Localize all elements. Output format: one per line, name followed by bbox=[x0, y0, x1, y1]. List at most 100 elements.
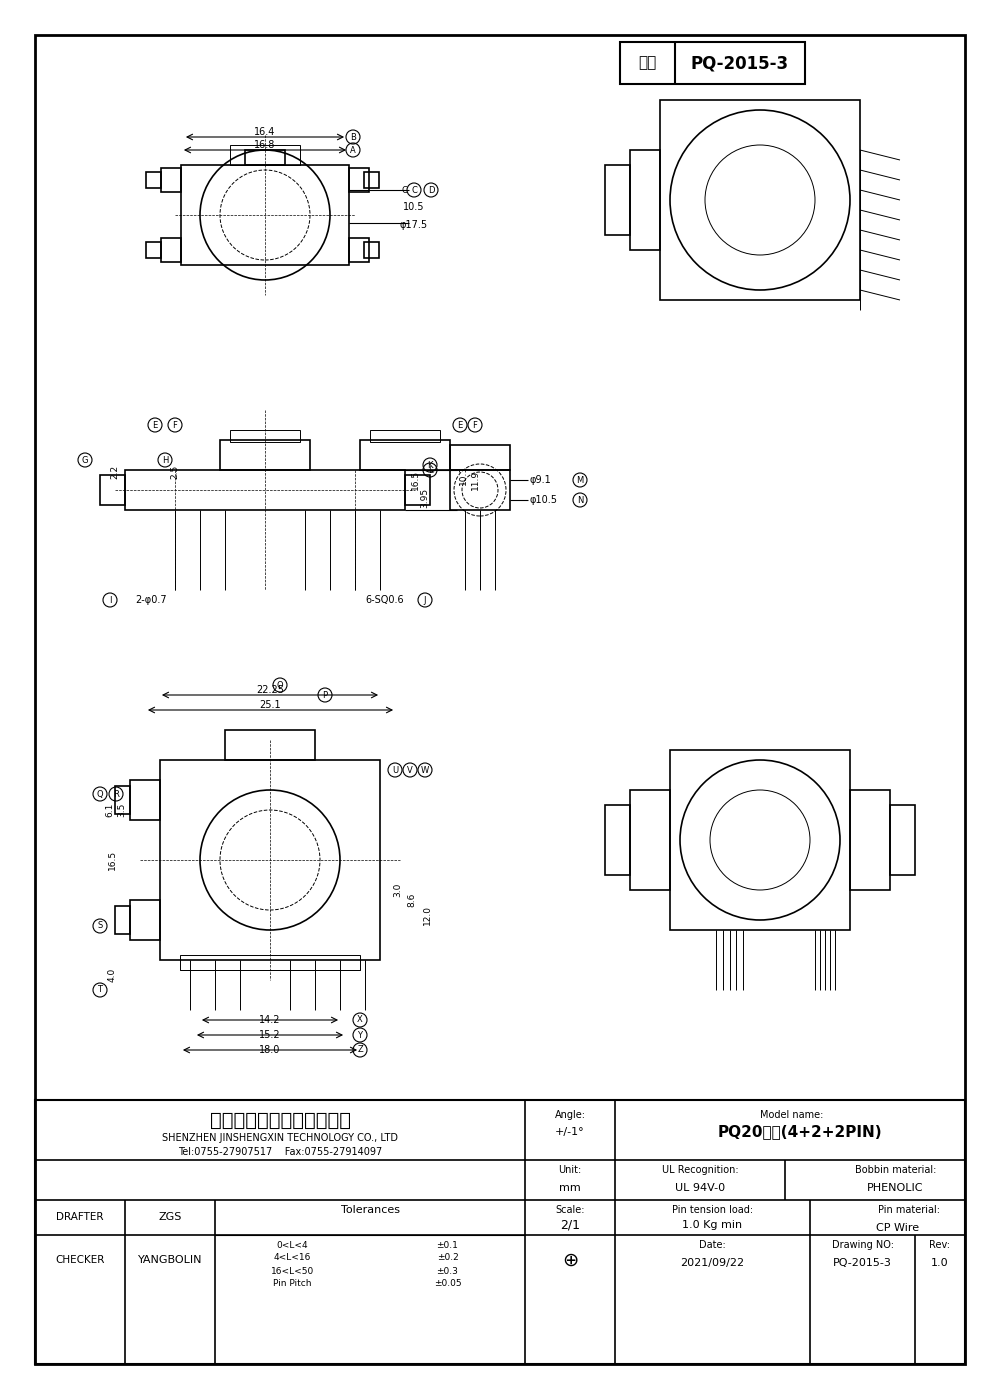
Text: YANGBOLIN: YANGBOLIN bbox=[138, 1255, 202, 1265]
Bar bbox=[364, 172, 379, 187]
Text: PHENOLIC: PHENOLIC bbox=[867, 1184, 923, 1193]
Bar bbox=[146, 242, 161, 257]
Bar bbox=[230, 145, 300, 165]
Text: E: E bbox=[457, 421, 463, 429]
Text: 8.6: 8.6 bbox=[408, 893, 417, 907]
Text: U: U bbox=[392, 765, 398, 775]
Text: Unit:: Unit: bbox=[558, 1165, 582, 1175]
Text: ⊕: ⊕ bbox=[562, 1251, 578, 1269]
Text: 11.9: 11.9 bbox=[471, 470, 480, 490]
Bar bbox=[220, 441, 310, 470]
Bar bbox=[349, 168, 369, 192]
Text: S: S bbox=[97, 922, 103, 930]
Text: 18.0: 18.0 bbox=[259, 1045, 281, 1055]
Bar bbox=[660, 99, 860, 299]
Bar bbox=[115, 786, 130, 814]
Bar bbox=[230, 429, 300, 442]
Text: ±0.1: ±0.1 bbox=[437, 1241, 458, 1249]
Text: SHENZHEN JINSHENGXIN TECHNOLOGY CO., LTD: SHENZHEN JINSHENGXIN TECHNOLOGY CO., LTD bbox=[162, 1133, 398, 1143]
Text: J: J bbox=[424, 596, 426, 604]
Text: 3.0: 3.0 bbox=[394, 883, 403, 897]
Text: Tolerances: Tolerances bbox=[341, 1205, 400, 1214]
Text: 6.1: 6.1 bbox=[106, 803, 115, 817]
Text: 25.1: 25.1 bbox=[259, 700, 281, 711]
Text: 2021/09/22: 2021/09/22 bbox=[680, 1258, 745, 1267]
Text: Y: Y bbox=[358, 1031, 363, 1039]
Text: C: C bbox=[411, 186, 417, 194]
Text: 16.5: 16.5 bbox=[411, 470, 420, 490]
Text: 4<L<16: 4<L<16 bbox=[274, 1254, 311, 1262]
Text: φ17.5: φ17.5 bbox=[400, 220, 428, 229]
Bar bbox=[180, 956, 360, 970]
Text: D: D bbox=[428, 186, 434, 194]
Bar bbox=[100, 476, 125, 505]
Text: V: V bbox=[407, 765, 413, 775]
Text: X: X bbox=[357, 1016, 363, 1024]
Text: R: R bbox=[113, 789, 119, 799]
Text: 14.2: 14.2 bbox=[259, 1016, 281, 1025]
Bar bbox=[890, 804, 915, 874]
Text: Tel:0755-27907517    Fax:0755-27914097: Tel:0755-27907517 Fax:0755-27914097 bbox=[178, 1147, 382, 1157]
Text: I: I bbox=[109, 596, 111, 604]
Text: T: T bbox=[98, 985, 103, 995]
Text: Angle:: Angle: bbox=[554, 1109, 586, 1121]
Text: ±0.05: ±0.05 bbox=[434, 1280, 461, 1288]
Text: 深圳市金盛鑫科技有限公司: 深圳市金盛鑫科技有限公司 bbox=[210, 1111, 351, 1129]
Text: 2-φ0.7: 2-φ0.7 bbox=[135, 595, 167, 604]
Text: 12.0: 12.0 bbox=[423, 905, 432, 925]
Bar bbox=[450, 445, 510, 470]
Text: 0<L<4: 0<L<4 bbox=[277, 1241, 308, 1249]
Text: +/-1°: +/-1° bbox=[555, 1128, 585, 1137]
Text: 16.5: 16.5 bbox=[108, 851, 117, 870]
Bar bbox=[130, 900, 160, 940]
Bar bbox=[605, 165, 630, 235]
Text: DRAFTER: DRAFTER bbox=[56, 1213, 104, 1223]
Text: 1.0 Kg min: 1.0 Kg min bbox=[682, 1220, 743, 1230]
Text: Model name:: Model name: bbox=[760, 1109, 823, 1121]
Text: 3.95: 3.95 bbox=[421, 488, 430, 508]
Bar bbox=[349, 238, 369, 262]
Bar bbox=[146, 172, 161, 187]
Text: φ10.5: φ10.5 bbox=[530, 495, 558, 505]
Text: W: W bbox=[421, 765, 429, 775]
Text: Pin tension load:: Pin tension load: bbox=[672, 1205, 753, 1214]
Bar bbox=[161, 238, 181, 262]
Bar bbox=[364, 242, 379, 257]
Bar bbox=[405, 476, 430, 505]
Text: C: C bbox=[401, 186, 407, 194]
Text: UL 94V-0: UL 94V-0 bbox=[675, 1184, 725, 1193]
Text: 10.5: 10.5 bbox=[403, 201, 425, 213]
Text: B: B bbox=[350, 133, 356, 141]
Text: 型号: 型号 bbox=[638, 56, 657, 70]
Text: K: K bbox=[427, 460, 433, 470]
Text: PQ-2015-3: PQ-2015-3 bbox=[691, 55, 789, 71]
Text: 16.4: 16.4 bbox=[254, 127, 276, 137]
Bar bbox=[181, 165, 349, 264]
Text: O: O bbox=[277, 680, 283, 690]
Text: E: E bbox=[152, 421, 158, 429]
Text: 2.5: 2.5 bbox=[171, 464, 180, 478]
Text: F: F bbox=[473, 421, 477, 429]
Bar bbox=[225, 730, 315, 760]
Bar bbox=[850, 790, 890, 890]
Text: 3.5: 3.5 bbox=[118, 803, 127, 817]
Text: Z: Z bbox=[357, 1045, 363, 1055]
Text: CP Wire: CP Wire bbox=[876, 1223, 919, 1233]
Bar bbox=[125, 470, 405, 511]
Text: PQ-2015-3: PQ-2015-3 bbox=[833, 1258, 892, 1267]
Text: Date:: Date: bbox=[699, 1240, 726, 1249]
Bar bbox=[130, 781, 160, 820]
Text: 2.2: 2.2 bbox=[111, 464, 120, 478]
Bar bbox=[630, 150, 660, 250]
Text: 22.25: 22.25 bbox=[256, 686, 284, 695]
Text: 6-SQ0.6: 6-SQ0.6 bbox=[366, 595, 404, 604]
Text: φ9.1: φ9.1 bbox=[530, 476, 552, 485]
Text: P: P bbox=[322, 691, 328, 700]
Text: 4.0: 4.0 bbox=[108, 968, 117, 982]
Text: Drawing NO:: Drawing NO: bbox=[832, 1240, 894, 1249]
Text: 15.2: 15.2 bbox=[259, 1030, 281, 1039]
Text: 16.8: 16.8 bbox=[254, 140, 276, 150]
Text: mm: mm bbox=[559, 1184, 581, 1193]
Text: UL Recognition:: UL Recognition: bbox=[662, 1165, 738, 1175]
Text: ZGS: ZGS bbox=[158, 1213, 182, 1223]
